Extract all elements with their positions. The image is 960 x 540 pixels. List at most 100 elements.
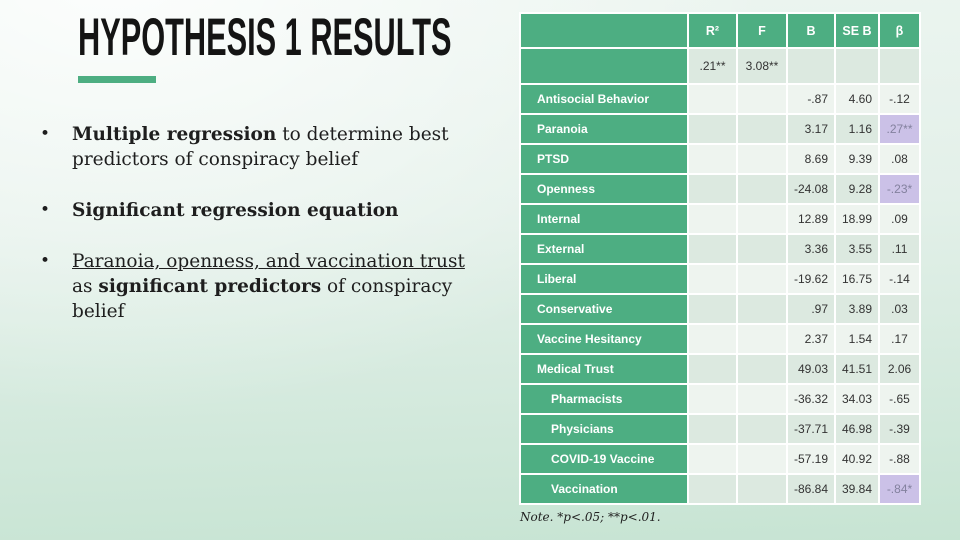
cell-f: [738, 175, 786, 203]
bullet-segment: to determine best predictors of conspira…: [72, 124, 449, 170]
row-label-cell: Vaccination: [521, 475, 687, 503]
row-label-cell: PTSD: [521, 145, 687, 173]
stat-cell-r2: .21**: [689, 49, 736, 83]
table-row: Pharmacists -36.32 34.03 -.65: [521, 385, 919, 413]
column-header-row-label: [521, 14, 687, 47]
cell-b: .97: [788, 295, 834, 323]
cell-b: -.87: [788, 85, 834, 113]
table-row: Physicians -37.71 46.98 -.39: [521, 415, 919, 443]
cell-b: 3.17: [788, 115, 834, 143]
row-label-cell: [521, 49, 687, 83]
row-label-cell: COVID-19 Vaccine: [521, 445, 687, 473]
cell-beta: -.65: [880, 385, 919, 413]
cell-b: -37.71: [788, 415, 834, 443]
cell-b: -19.62: [788, 265, 834, 293]
title-accent-bar: [78, 76, 156, 83]
column-header-R²: R²: [689, 14, 736, 47]
row-label-cell: Pharmacists: [521, 385, 687, 413]
stat-cell-beta: [880, 49, 919, 83]
cell-r2: [689, 265, 736, 293]
table-row: Vaccination -86.84 39.84 -.84*: [521, 475, 919, 503]
column-header-β: β: [880, 14, 919, 47]
cell-b: 3.36: [788, 235, 834, 263]
cell-se-b: 18.99: [836, 205, 878, 233]
cell-beta: .03: [880, 295, 919, 323]
cell-se-b: 34.03: [836, 385, 878, 413]
row-label-cell: Medical Trust: [521, 355, 687, 383]
cell-beta-significant: -.84*: [880, 475, 919, 503]
cell-r2: [689, 235, 736, 263]
bullet-segment: of conspiracy belief: [72, 276, 453, 322]
cell-se-b: 4.60: [836, 85, 878, 113]
bullet-item: • Paranoia, openness, and vaccination tru…: [40, 249, 480, 324]
cell-se-b: 39.84: [836, 475, 878, 503]
table-row: COVID-19 Vaccine -57.19 40.92 -.88: [521, 445, 919, 473]
cell-se-b: 40.92: [836, 445, 878, 473]
cell-beta: -.39: [880, 415, 919, 443]
cell-f: [738, 115, 786, 143]
bullet-segment: significant predictors: [98, 276, 322, 297]
cell-b: -36.32: [788, 385, 834, 413]
cell-f: [738, 145, 786, 173]
table-note: Note. *p<.05; **p<.01.: [520, 510, 661, 524]
table-row: PTSD 8.69 9.39.08: [521, 145, 919, 173]
stat-cell-se_b: [836, 49, 878, 83]
cell-beta: .17: [880, 325, 919, 353]
row-label-cell: Physicians: [521, 415, 687, 443]
cell-beta-significant: -.23*: [880, 175, 919, 203]
cell-f: [738, 325, 786, 353]
cell-b: 8.69: [788, 145, 834, 173]
column-header-F: F: [738, 14, 786, 47]
cell-r2: [689, 85, 736, 113]
cell-f: [738, 385, 786, 413]
cell-r2: [689, 445, 736, 473]
table-row: Openness -24.08 9.28 -.23*: [521, 175, 919, 203]
bullet-text: Paranoia, openness, and vaccination trus…: [72, 249, 472, 324]
stat-cell-b: [788, 49, 834, 83]
cell-b: -86.84: [788, 475, 834, 503]
cell-f: [738, 265, 786, 293]
cell-se-b: 9.28: [836, 175, 878, 203]
cell-f: [738, 85, 786, 113]
row-label-cell: Liberal: [521, 265, 687, 293]
table-row: Conservative .97 3.89.03: [521, 295, 919, 323]
cell-b: 49.03: [788, 355, 834, 383]
cell-se-b: 1.54: [836, 325, 878, 353]
cell-f: [738, 295, 786, 323]
cell-f: [738, 475, 786, 503]
cell-r2: [689, 415, 736, 443]
bullet-text: Multiple regression to determine best pr…: [72, 122, 472, 172]
table-row: Internal 12.89 18.99.09: [521, 205, 919, 233]
table-row: Vaccine Hesitancy 2.37 1.54.17: [521, 325, 919, 353]
cell-se-b: 9.39: [836, 145, 878, 173]
column-header-SE B: SE B: [836, 14, 878, 47]
cell-r2: [689, 175, 736, 203]
cell-b: 12.89: [788, 205, 834, 233]
row-label-cell: Openness: [521, 175, 687, 203]
table-row: Antisocial Behavior -.87 4.60 -.12: [521, 85, 919, 113]
table-row: Paranoia 3.17 1.16.27**: [521, 115, 919, 143]
bullet-item: • Significant regression equation: [40, 198, 480, 223]
cell-beta: -.88: [880, 445, 919, 473]
bullet-segment: as: [72, 276, 99, 297]
bullet-list: • Multiple regression to determine best p…: [40, 122, 480, 350]
slide-title: HYPOTHESIS 1 RESULTS: [78, 8, 452, 67]
stat-cell-f: 3.08**: [738, 49, 786, 83]
cell-f: [738, 355, 786, 383]
cell-f: [738, 445, 786, 473]
column-header-B: B: [788, 14, 834, 47]
cell-r2: [689, 385, 736, 413]
row-label-cell: Paranoia: [521, 115, 687, 143]
row-label-cell: Conservative: [521, 295, 687, 323]
bullet-segment: Paranoia, openness, and vaccination trus…: [72, 251, 465, 272]
cell-se-b: 16.75: [836, 265, 878, 293]
bullet-text: Significant regression equation: [72, 198, 472, 223]
cell-beta: .08: [880, 145, 919, 173]
cell-b: 2.37: [788, 325, 834, 353]
cell-se-b: 41.51: [836, 355, 878, 383]
bullet-segment: Multiple regression: [72, 124, 277, 145]
table-row: External 3.36 3.55.11: [521, 235, 919, 263]
row-label-cell: External: [521, 235, 687, 263]
